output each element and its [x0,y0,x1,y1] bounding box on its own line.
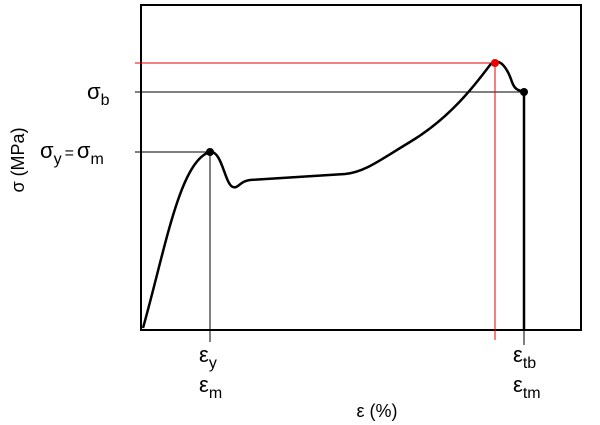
subscript: tb [523,355,536,372]
subscript: y [209,355,217,372]
equals: = [65,145,74,162]
symbol: σ [77,138,91,163]
stress-strain-curve [141,60,526,330]
symbol: ε [513,342,523,367]
symbol: ε [199,372,209,397]
eps-y-label: εy [199,342,217,372]
eps-m-label: εm [199,372,222,402]
sigma-y-m-label: σy = σm [40,138,104,168]
subscript: m [209,385,222,402]
symbol: ε [199,342,209,367]
eps-tb-label: εtb [513,342,536,372]
subscript: m [91,151,104,168]
subscript: tm [523,385,541,402]
yield-point [206,148,214,156]
subscript: y [54,151,62,168]
sigma-b-label: σb [87,79,110,109]
y-axis-label: σ (MPa) [8,127,28,192]
eps-tm-label: εtm [513,372,541,402]
x-axis-label: ε (%) [356,401,397,421]
subscript: b [101,92,110,109]
break-point [520,88,528,96]
plot-frame [140,4,582,331]
symbol: σ [87,79,101,104]
max-point [491,59,499,67]
symbol: ε [513,372,523,397]
symbol: σ [40,138,54,163]
